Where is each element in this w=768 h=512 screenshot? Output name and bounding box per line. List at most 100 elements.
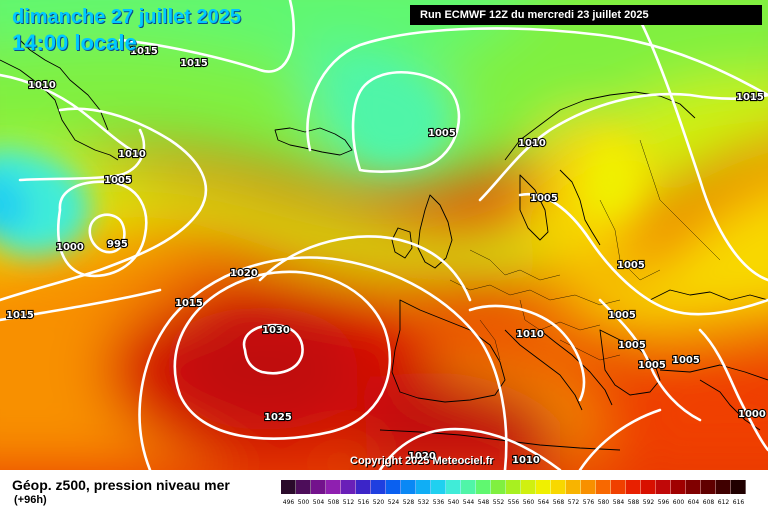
colorbar-label: 588 [627, 499, 640, 506]
colorbar-label: 572 [567, 499, 580, 506]
colorbar-label: 596 [657, 499, 670, 506]
isobar-label: 1010 [28, 80, 56, 91]
isobar-line [258, 235, 472, 302]
colorbar-swatch [611, 480, 626, 494]
colorbar-swatch [461, 480, 476, 494]
isobar-line [698, 328, 768, 452]
isobar-line [351, 70, 461, 173]
isobar-line [598, 298, 702, 422]
colorbar-label: 512 [342, 499, 355, 506]
isobar-label: 1015 [180, 58, 208, 69]
isobar-label: 1000 [738, 409, 766, 420]
isobar-label: 995 [107, 239, 128, 250]
geopotential-field [0, 0, 768, 470]
country-borders [449, 139, 721, 361]
colorbar-swatch [326, 480, 341, 494]
isobar-label: 1005 [672, 355, 700, 366]
isobar-label: 1015 [6, 310, 34, 321]
colorbar-label: 560 [522, 499, 535, 506]
colorbar-label: 608 [702, 499, 715, 506]
legend-footer: Géop. z500, pression niveau mer (+96h) 4… [0, 470, 768, 512]
colorbar-label: 520 [372, 499, 385, 506]
colorbar-labels: 496 500 504 508 512 516 520 524 528 532 536 540 544 5… [281, 499, 746, 509]
isobar-line [378, 427, 562, 470]
colorbar-swatch [716, 480, 731, 494]
colorbar-label: 532 [417, 499, 430, 506]
colorbar-label: 612 [717, 499, 730, 506]
colorbar-swatch [671, 480, 686, 494]
isobar-label: 1010 [512, 455, 540, 466]
isobar-line [18, 128, 146, 182]
colorbar-swatch [551, 480, 566, 494]
colorbar-label: 500 [297, 499, 310, 506]
isobar-line [173, 270, 392, 440]
isobar-line [118, 0, 296, 73]
isobar-label: 1005 [428, 128, 456, 139]
isobar-label: 1010 [118, 149, 146, 160]
colorbar-swatch [476, 480, 491, 494]
colorbar-label: 496 [282, 499, 295, 506]
colorbar-label: 576 [582, 499, 595, 506]
colorbar-swatch [701, 480, 716, 494]
isobar-label: 1000 [56, 242, 84, 253]
colorbar-swatch [491, 480, 506, 494]
colorbar-label: 616 [732, 499, 745, 506]
isobar-line [0, 288, 162, 322]
isobar-line [138, 256, 508, 470]
colorbar-swatch [401, 480, 416, 494]
copyright-text: Copyright 2025 Meteociel.fr [350, 455, 494, 467]
isobar-label: 1015 [736, 92, 764, 103]
colorbar-label: 528 [402, 499, 415, 506]
colorbar-label: 508 [327, 499, 340, 506]
isobar-label: 1010 [516, 329, 544, 340]
colorbar-label: 516 [357, 499, 370, 506]
isobar-line [518, 192, 768, 316]
isobar-label: 1005 [608, 310, 636, 321]
isobar-label: 1005 [618, 340, 646, 351]
colorbar-swatch [641, 480, 656, 494]
colorbar-swatch [596, 480, 611, 494]
isobar-label: 1015 [175, 298, 203, 309]
colorbar-swatch [296, 480, 311, 494]
isobar-label: 1005 [530, 193, 558, 204]
colorbar [281, 480, 746, 494]
colorbar-label: 564 [537, 499, 550, 506]
isobar-label: 1005 [617, 260, 645, 271]
isobar-line [638, 18, 768, 282]
colorbar-swatch [371, 480, 386, 494]
isobar-line [478, 92, 768, 202]
forecast-date: dimanche 27 juillet 2025 [12, 6, 241, 28]
colorbar-label: 536 [432, 499, 445, 506]
colorbar-swatch [446, 480, 461, 494]
forecast-time: 14:00 locale [12, 30, 137, 55]
colorbar-label: 604 [687, 499, 700, 506]
isobar-line [242, 323, 304, 375]
colorbar-label: 540 [447, 499, 460, 506]
colorbar-swatch [416, 480, 431, 494]
isobar-label: 1005 [638, 360, 666, 371]
colorbar-swatch [281, 480, 296, 494]
colorbar-swatch [566, 480, 581, 494]
isobar-label: 1030 [262, 325, 290, 336]
colorbar-swatch [356, 480, 371, 494]
isobar-line [306, 27, 768, 152]
isobars [0, 0, 768, 470]
colorbar-swatch [581, 480, 596, 494]
colorbar-swatch [341, 480, 356, 494]
lead-time: (+96h) [14, 494, 47, 506]
isobar-label: 1020 [408, 451, 436, 462]
colorbar-label: 580 [597, 499, 610, 506]
colorbar-swatch [731, 480, 746, 494]
colorbar-swatch [536, 480, 551, 494]
isobar-line [88, 213, 126, 254]
colorbar-label: 552 [492, 499, 505, 506]
colorbar-swatch [431, 480, 446, 494]
isobar-line [468, 304, 586, 402]
colorbar-label: 548 [477, 499, 490, 506]
isobar-label: 1015 [130, 46, 158, 57]
colorbar-label: 556 [507, 499, 520, 506]
colorbar-label: 568 [552, 499, 565, 506]
colorbar-swatch [386, 480, 401, 494]
isobar-labels: 1015 1015 1010 1010 1005 1000 995 1015 1… [5, 45, 767, 467]
